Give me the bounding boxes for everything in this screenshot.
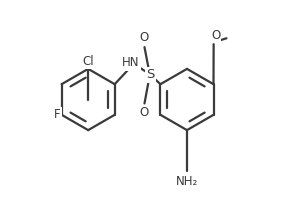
Text: NH₂: NH₂ — [176, 175, 198, 188]
Text: Cl: Cl — [82, 55, 94, 68]
Text: O: O — [140, 31, 149, 44]
Text: S: S — [146, 68, 155, 81]
Text: O: O — [140, 106, 149, 119]
Text: HN: HN — [122, 57, 139, 69]
Text: F: F — [54, 108, 61, 121]
Text: O: O — [211, 29, 220, 42]
